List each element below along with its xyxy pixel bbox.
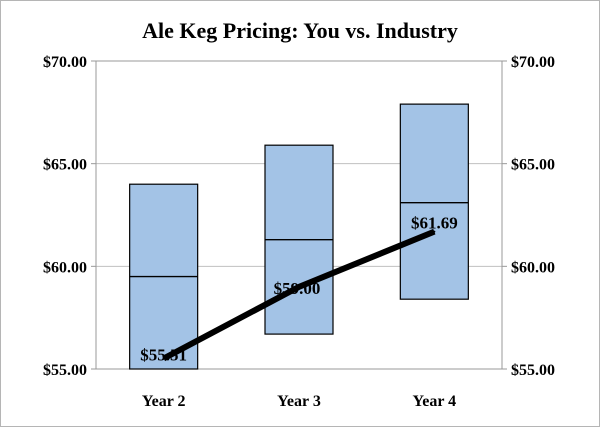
y-tick-label-left: $65.00 (43, 157, 87, 174)
y-tick-label-left: $60.00 (43, 259, 87, 276)
data-label: $61.69 (411, 214, 458, 233)
plot-area (95, 60, 503, 370)
industry-range-boxes (129, 103, 469, 370)
y-tick-label-right: $65.00 (511, 157, 555, 174)
y-tick-label-left: $70.00 (43, 54, 87, 71)
x-axis: Year 2 Year 3 Year 4 (142, 393, 456, 410)
x-tick-label: Year 4 (412, 393, 456, 410)
x-tick-label: Year 3 (277, 393, 321, 410)
x-tick-label: Year 2 (142, 393, 186, 410)
y-axis-left: $55.00 $60.00 $65.00 $70.00 (43, 54, 87, 379)
y-tick-label-left: $55.00 (43, 362, 87, 379)
y-tick-label-right: $70.00 (511, 54, 555, 71)
your-price-point (162, 357, 165, 360)
data-label: $59.00 (274, 279, 321, 298)
your-price-series (162, 228, 436, 362)
y-axis-right: $55.00 $60.00 $65.00 $70.00 (511, 54, 555, 379)
y-tick-label-right: $60.00 (511, 259, 555, 276)
your-price-point (298, 285, 300, 288)
y-tick-label-right: $55.00 (511, 362, 555, 379)
your-price-point (433, 230, 436, 233)
industry-range-box (399, 103, 469, 300)
chart-title: Ale Keg Pricing: You vs. Industry (142, 18, 458, 43)
data-labels: $55.51 $59.00 $61.69 (140, 214, 457, 365)
data-label: $55.51 (140, 346, 187, 365)
